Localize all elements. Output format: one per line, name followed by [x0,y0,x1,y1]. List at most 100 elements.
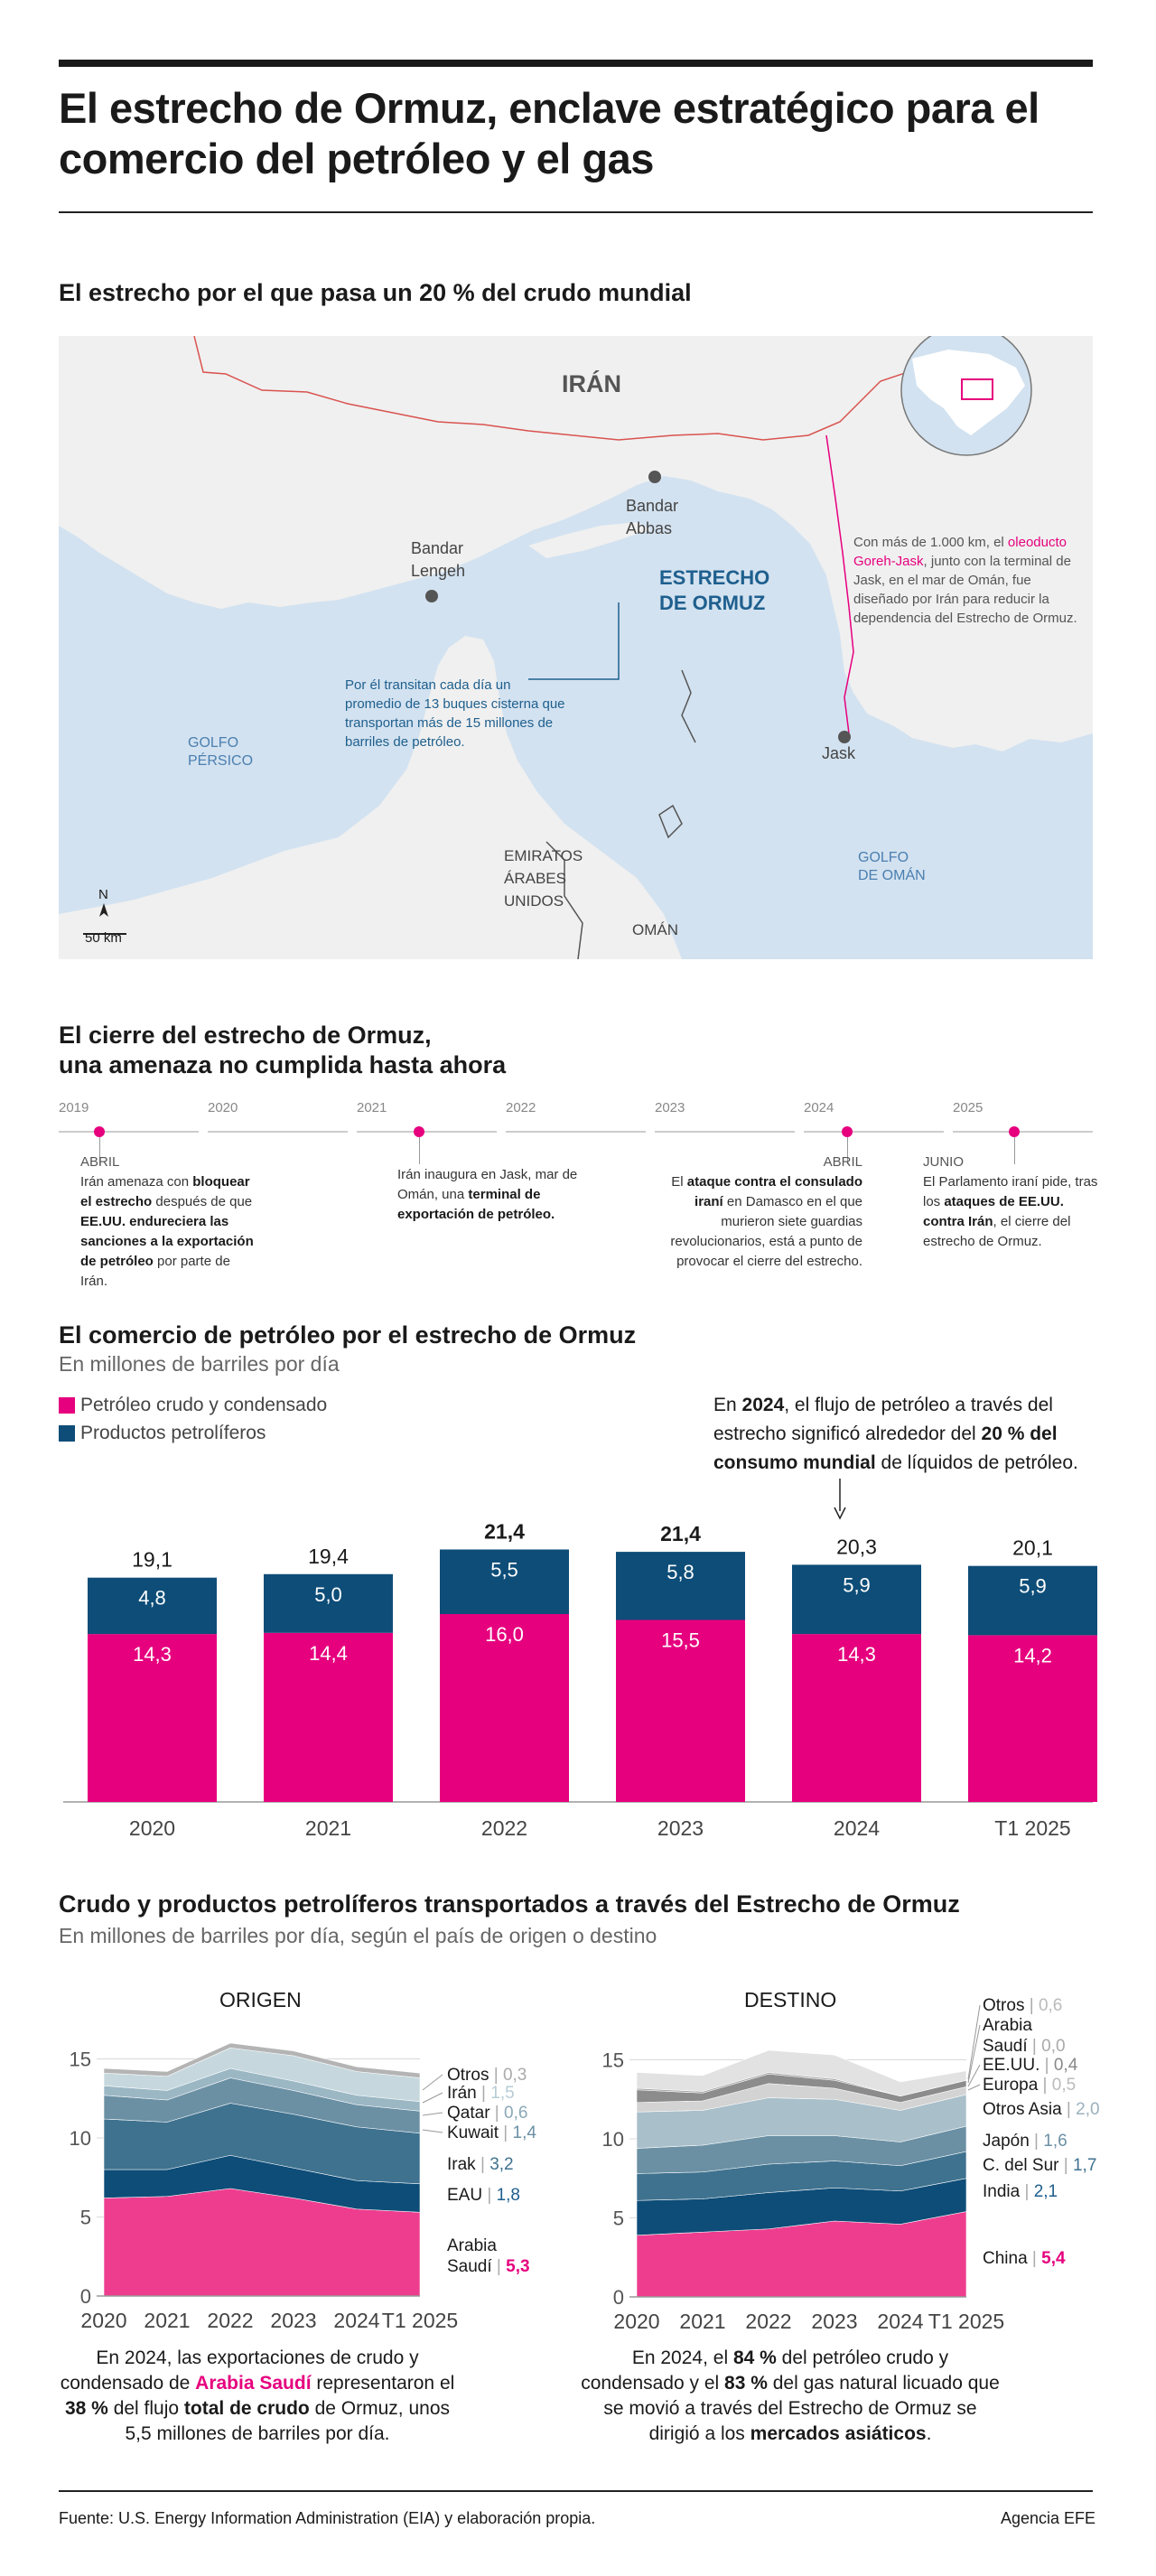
x-tick-label: 2020 [129,1816,175,1840]
y-tick-label: 10 [70,2127,91,2150]
pipeline-line [825,434,854,734]
x-tick-label: 2021 [305,1816,351,1840]
area-section-title: Crudo y productos petrolíferos transport… [59,1890,960,1918]
arabia-land [59,636,682,959]
series-label: Kuwait | 1,4 [447,2123,536,2142]
bar-value-label: 16,0 [485,1623,524,1646]
north-label: N [98,887,108,902]
x-tick-label: 2023 [657,1816,704,1840]
series-label: EAU | 1,8 [447,2186,520,2205]
page-title: El estrecho de Ormuz, enclave estratégic… [59,84,1039,182]
series-label: Qatar | 0,6 [447,2104,527,2123]
x-tick-label: 2024 [333,2309,379,2332]
trade-title: El comercio de petróleo por el estrecho … [59,1321,637,1349]
timeline-dot [414,1126,424,1137]
trade-note: En 2024, el flujo de petróleo a través d… [713,1395,1078,1473]
label-leader [967,2004,981,2080]
globe-land [912,350,1025,435]
tanker-note: Por él transitan cada día un promedio de… [345,677,565,750]
timeline-event: ABRIL El ataque contra el consulado iraní… [664,1153,862,1272]
footer-divider [59,2490,1093,2492]
label-leader [422,2074,443,2091]
x-tick-label: 2023 [270,2309,316,2332]
x-tick-label: T1 2025 [928,2310,1004,2333]
bar-value-label: 14,4 [309,1642,348,1665]
y-tick-label: 0 [613,2286,624,2309]
x-tick-label: 2022 [207,2309,253,2332]
timeline-stem [1014,1137,1015,1164]
bar-value-label: 5,0 [314,1583,342,1606]
qeshm-island [528,522,650,558]
map-label-emiratos: EMIRATOS ÁRABES UNIDOS [504,847,583,910]
y-tick-label: 0 [80,2285,91,2308]
label-leader [422,2129,443,2133]
timeline-year: 2020 [208,1100,238,1115]
bar-products [968,1565,1097,1636]
x-tick-label: 2024 [877,2310,923,2333]
map-label-bandar-lengeh: Bandar Lengeh [411,539,466,580]
bar-crude [792,1634,921,1802]
y-tick-label: 5 [613,2207,624,2230]
x-tick-label: 2023 [811,2310,857,2333]
timeline-segment [655,1131,795,1133]
bar-crude [968,1635,1097,1802]
series-label: Irak | 3,2 [447,2155,514,2174]
bar-total-label: 20,1 [1012,1536,1053,1560]
timeline-event: Irán inaugura en Jask, mar de Omán, una … [397,1167,578,1222]
bar-total-label: 20,3 [836,1535,877,1558]
destination-area-chart: 0 5 10 15 2020 2021 2022 2023 2024 T1 2025 China |… [602,1996,1100,2333]
y-tick-label: 15 [602,2049,624,2072]
bar-products [616,1552,745,1620]
series-label: EE.UU. | 0,4 [983,2056,1078,2075]
x-tick-label: 2020 [80,2309,126,2332]
map-label-iran: IRÁN [562,370,621,397]
series-label: Arabia Saudí | 5,3 [447,2236,530,2276]
bar-crude [88,1634,217,1802]
timeline-segment [506,1131,646,1133]
source-text: Fuente: U.S. Energy Information Administ… [59,2509,596,2527]
bar-value-label: 15,5 [661,1629,700,1652]
series-label: India | 2,1 [983,2182,1058,2201]
bar-value-label: 14,3 [837,1643,876,1666]
timeline-title: El cierre del estrecho de Ormuz, una amen… [59,1022,507,1078]
timeline-segment [208,1131,348,1133]
timeline-stem [847,1137,848,1164]
timeline-event-month: JUNIO [923,1154,964,1170]
note-arrow-icon [834,1479,846,1520]
series-label: Otros | 0,3 [447,2066,527,2085]
label-leader [967,2024,981,2084]
city-dot-jask [838,731,851,743]
city-dot-bandar-abbas [648,471,661,483]
y-tick-label: 10 [602,2128,624,2151]
map-section-title: El estrecho por el que pasa un 20 % del … [59,279,692,306]
north-arrow-icon [99,903,108,917]
origin-area-chart: 0 5 10 15 2020 2021 2022 2023 2024 T1 2025 Arabia S… [70,2042,536,2332]
timeline-dot [1009,1126,1020,1137]
bar-products [88,1577,217,1635]
series-label: Arabia Saudí | 0,0 [983,2016,1066,2056]
area-series-otros [103,2042,421,2078]
series-label: Japón | 1,6 [983,2132,1067,2151]
map-label-bandar-abbas: Bandar Abbas [626,497,679,537]
bar-total-label: 21,4 [660,1522,701,1545]
series-label: Europa | 0,5 [983,2076,1076,2095]
border-line [658,804,683,839]
label-leader [422,2112,443,2116]
legend-label-crude: Petróleo crudo y condensado [80,1395,328,1415]
timeline-event-month: ABRIL [80,1154,120,1170]
bar-total-label: 19,1 [132,1548,172,1572]
timeline-year: 2023 [655,1100,685,1115]
bar-crude [264,1632,393,1802]
x-tick-label: T1 2025 [382,2309,458,2332]
iran-land [59,336,1093,751]
x-tick-label: 2022 [745,2310,791,2333]
bar-value-label: 5,9 [1019,1575,1047,1598]
x-tick-label: 2021 [679,2310,725,2333]
label-leader [422,2092,443,2104]
trade-bar-chart: 14,3 4,8 19,1 2020 14,4 5,0 19,4 2021 16,0 5,5 21,… [63,1520,1097,1840]
x-tick-label: T1 2025 [994,1816,1070,1840]
bar-products [792,1564,921,1635]
tanker-leader [528,602,620,680]
legend-label-products: Productos petrolíferos [80,1423,266,1443]
map-label-jask: Jask [822,744,856,762]
